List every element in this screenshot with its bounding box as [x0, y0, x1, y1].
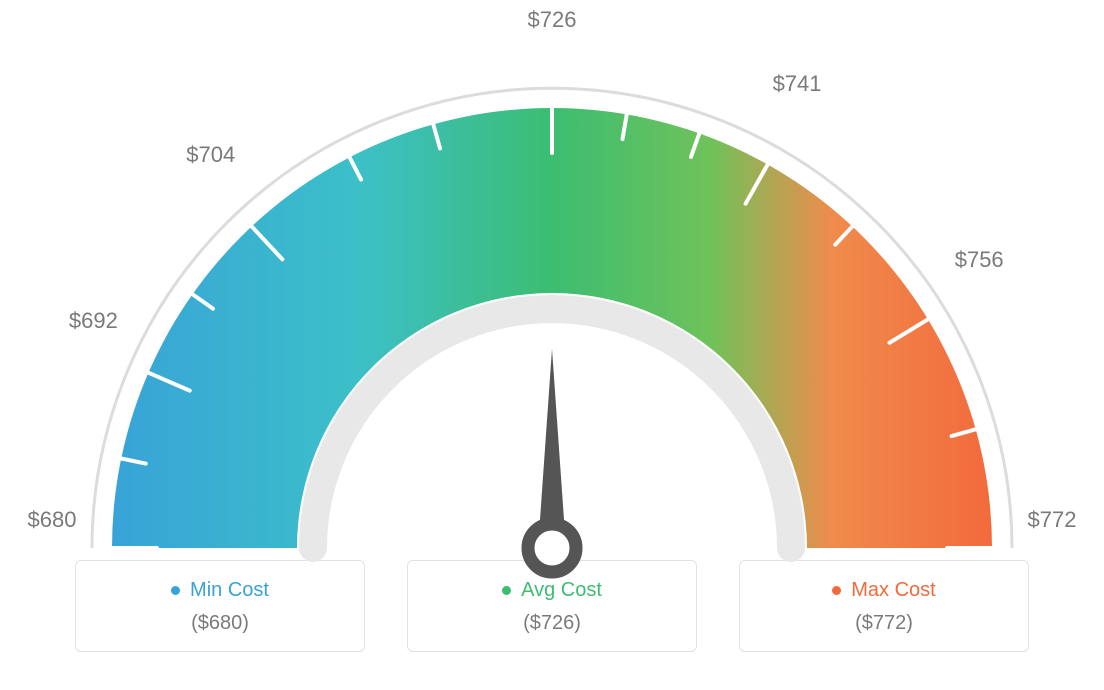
legend-value-avg: ($726): [408, 612, 696, 635]
legend-value-max: ($772): [740, 612, 1028, 635]
legend-value-min: ($680): [76, 612, 364, 635]
gauge-tick-label: $704: [186, 142, 235, 168]
gauge-tick-label: $726: [528, 7, 577, 33]
gauge-tick-label: $772: [1028, 507, 1077, 533]
gauge-tick-label: $756: [955, 247, 1004, 273]
gauge-tick-label: $680: [28, 507, 77, 533]
gauge-tick-label: $741: [773, 71, 822, 97]
gauge-svg: [0, 28, 1104, 588]
gauge-chart: $680 $692 $704 $726 $741 $756 $772: [0, 0, 1104, 560]
gauge-tick-label: $692: [69, 308, 118, 334]
